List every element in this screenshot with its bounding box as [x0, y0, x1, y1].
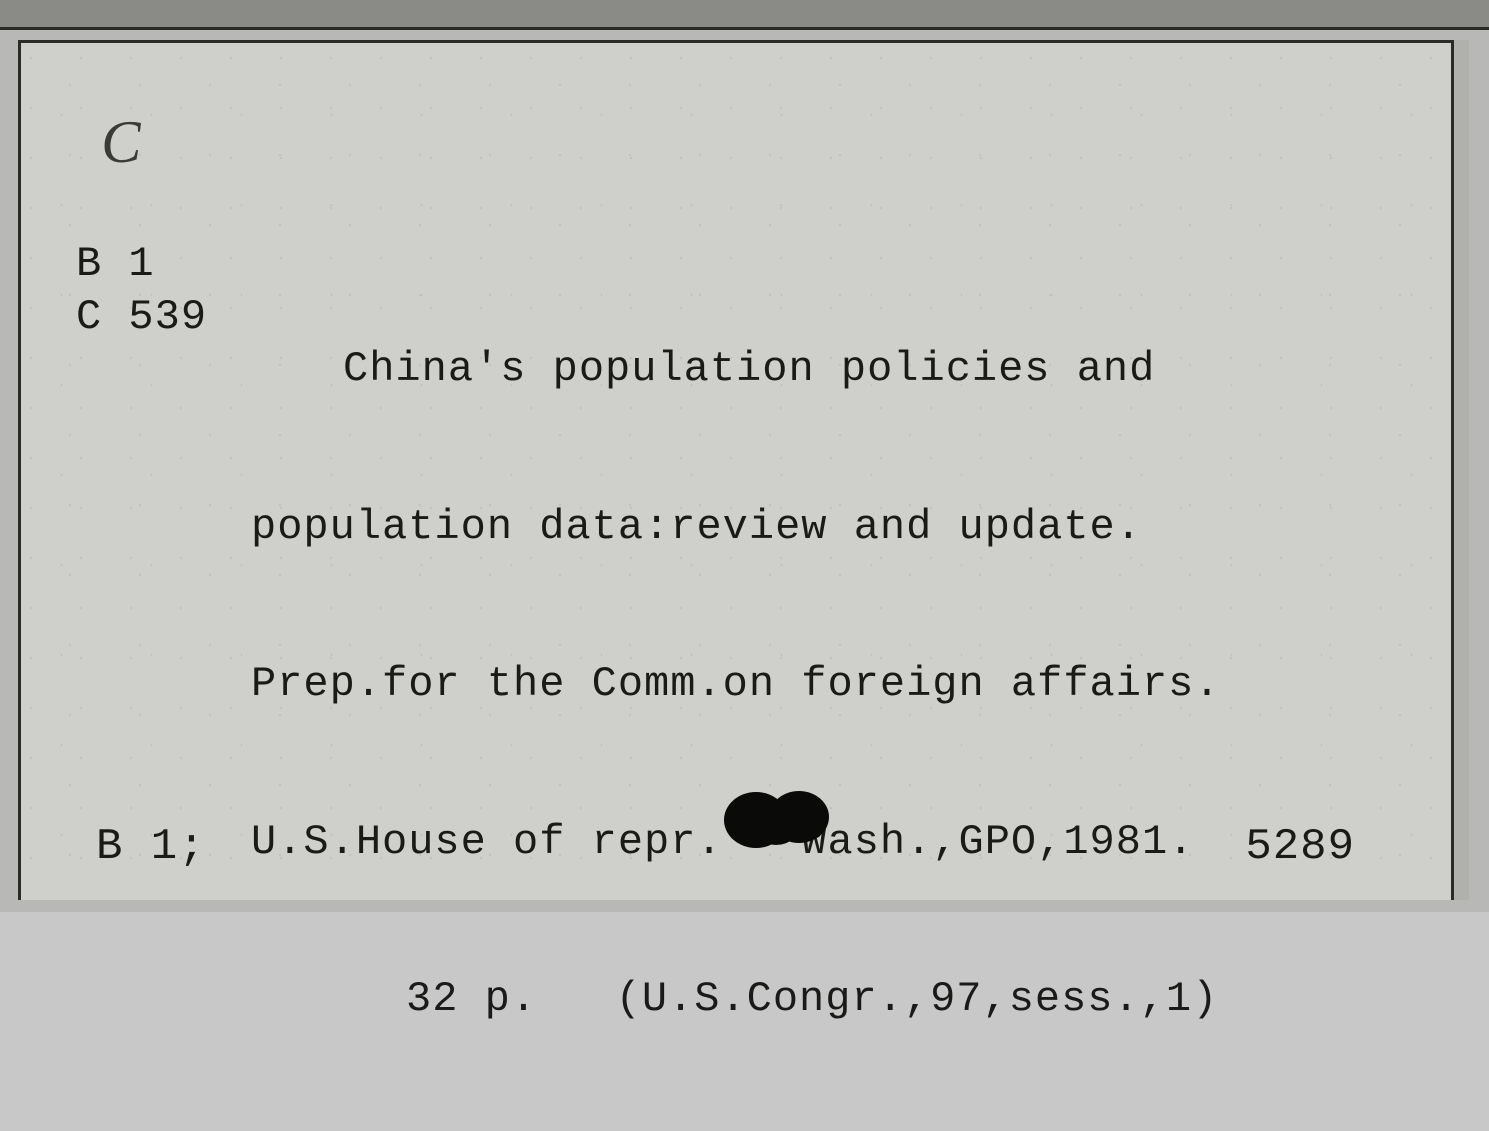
right-margin-line: [1451, 40, 1469, 900]
entry-collation-line: 32 p. (U.S.Congr.,97,sess.,1): [251, 973, 1431, 1026]
handwritten-annotation: C: [100, 107, 142, 177]
call-number-line-2: C 539: [76, 291, 207, 344]
entry-title-line-1: China's population policies and: [251, 343, 1431, 396]
bottom-accession-number: 5289: [1245, 822, 1355, 872]
catalog-card: C B 1 C 539 China's population policies …: [18, 40, 1468, 900]
entry-prep-line: Prep.for the Comm.on foreign affairs.: [251, 658, 1431, 711]
call-number-line-1: B 1: [76, 238, 207, 291]
scan-background: C B 1 C 539 China's population policies …: [0, 0, 1489, 912]
catalog-entry: China's population policies and populati…: [251, 238, 1431, 1131]
entry-title-line-2: population data:review and update.: [251, 501, 1431, 554]
top-border-strip: [0, 0, 1489, 30]
bottom-reference: B 1;: [96, 822, 206, 872]
ink-blot-icon: [711, 775, 841, 860]
call-number: B 1 C 539: [76, 238, 207, 343]
